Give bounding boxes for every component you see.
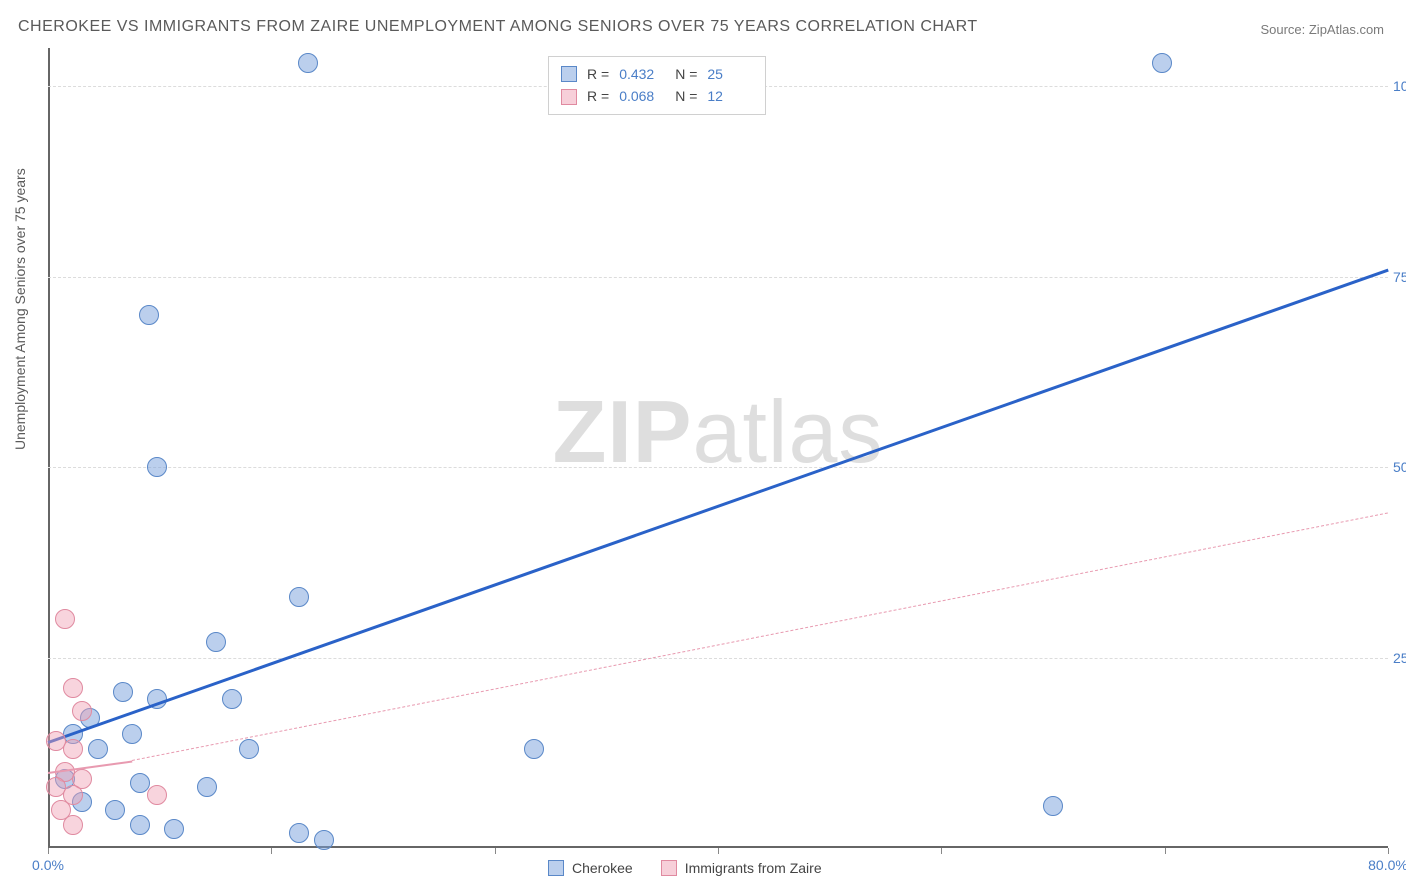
y-tick-label: 75.0% [1393,269,1406,285]
series-legend-label: Immigrants from Zaire [685,860,822,876]
scatter-point [239,739,259,759]
x-tick-mark [48,848,49,854]
scatter-point [147,457,167,477]
legend-n-label: N = [675,63,697,85]
x-tick-label: 0.0% [32,857,64,873]
gridline [48,467,1388,468]
scatter-point [55,609,75,629]
scatter-point [289,823,309,843]
correlation-legend: R = 0.432 N = 25 R = 0.068 N = 12 [548,56,766,115]
scatter-point [197,777,217,797]
scatter-point [105,800,125,820]
series-legend-item: Immigrants from Zaire [661,860,822,876]
x-tick-mark [941,848,942,854]
y-tick-label: 100.0% [1393,78,1406,94]
legend-swatch [561,66,577,82]
source-attribution: Source: ZipAtlas.com [1260,22,1384,37]
chart-area: ZIPatlas 25.0%50.0%75.0%100.0%0.0%80.0% … [48,48,1388,848]
y-tick-label: 50.0% [1393,459,1406,475]
x-tick-mark [271,848,272,854]
scatter-point [147,785,167,805]
legend-swatch [561,89,577,105]
x-tick-label: 80.0% [1368,857,1406,873]
legend-swatch [548,860,564,876]
plot-region: 25.0%50.0%75.0%100.0%0.0%80.0% [48,48,1388,848]
trend-line [132,513,1388,762]
scatter-point [206,632,226,652]
x-tick-mark [1388,848,1389,854]
scatter-point [139,305,159,325]
legend-r-label: R = [587,85,609,107]
scatter-point [130,815,150,835]
legend-r-value: 0.068 [619,85,665,107]
trend-line [48,269,1389,744]
chart-title: CHEROKEE VS IMMIGRANTS FROM ZAIRE UNEMPL… [18,18,978,36]
y-axis-line [48,48,50,848]
x-tick-mark [1165,848,1166,854]
scatter-point [1152,53,1172,73]
y-axis-label: Unemployment Among Seniors over 75 years [12,168,28,450]
scatter-point [122,724,142,744]
y-tick-label: 25.0% [1393,650,1406,666]
legend-swatch [661,860,677,876]
gridline [48,277,1388,278]
series-legend-item: Cherokee [548,860,633,876]
legend-n-label: N = [675,85,697,107]
scatter-point [314,830,334,850]
legend-row: R = 0.432 N = 25 [561,63,753,85]
scatter-point [63,739,83,759]
scatter-point [63,678,83,698]
scatter-point [88,739,108,759]
legend-r-label: R = [587,63,609,85]
legend-row: R = 0.068 N = 12 [561,85,753,107]
series-legend-label: Cherokee [572,860,633,876]
x-tick-mark [718,848,719,854]
x-tick-mark [495,848,496,854]
legend-r-value: 0.432 [619,63,665,85]
scatter-point [164,819,184,839]
legend-n-value: 12 [707,85,753,107]
scatter-point [298,53,318,73]
gridline [48,658,1388,659]
scatter-point [524,739,544,759]
scatter-point [113,682,133,702]
scatter-point [1043,796,1063,816]
scatter-point [63,815,83,835]
legend-n-value: 25 [707,63,753,85]
scatter-point [222,689,242,709]
series-legend: Cherokee Immigrants from Zaire [548,860,822,876]
scatter-point [289,587,309,607]
scatter-point [72,701,92,721]
